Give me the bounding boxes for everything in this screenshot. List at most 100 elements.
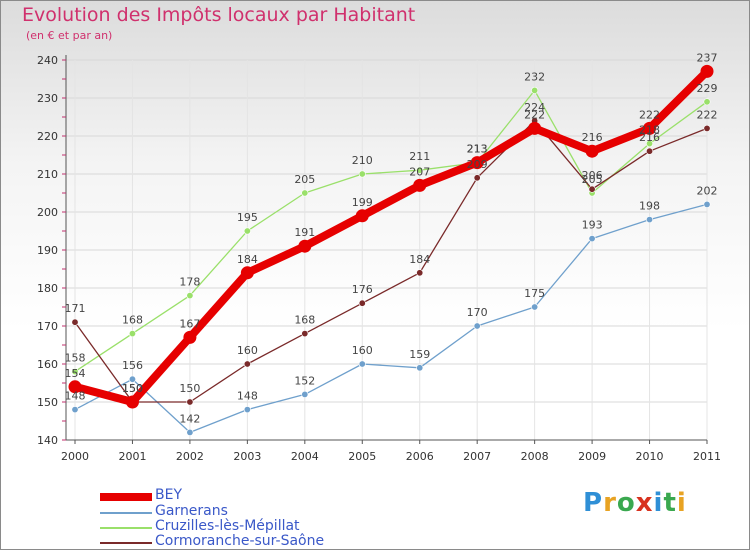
legend-label: Garnerans bbox=[155, 503, 228, 519]
data-point bbox=[355, 209, 369, 223]
data-label: 216 bbox=[639, 131, 660, 144]
data-point bbox=[646, 147, 654, 155]
data-point bbox=[243, 227, 251, 235]
data-point bbox=[700, 64, 714, 78]
data-label: 199 bbox=[352, 196, 373, 209]
data-point bbox=[68, 380, 82, 394]
data-point bbox=[240, 266, 254, 280]
data-point bbox=[416, 364, 424, 372]
data-label: 175 bbox=[524, 287, 545, 300]
x-tick-label: 2000 bbox=[61, 450, 89, 463]
data-label: 209 bbox=[467, 158, 488, 171]
data-label: 156 bbox=[122, 359, 143, 372]
y-tick-label: 200 bbox=[37, 206, 58, 219]
data-label: 210 bbox=[352, 154, 373, 167]
x-tick-label: 2003 bbox=[233, 450, 261, 463]
data-point bbox=[71, 368, 79, 376]
data-point bbox=[243, 406, 251, 414]
data-point bbox=[358, 360, 366, 368]
data-point bbox=[416, 269, 424, 277]
data-point bbox=[585, 144, 599, 158]
legend-swatch bbox=[100, 493, 152, 501]
data-point bbox=[416, 166, 424, 174]
x-tick-label: 2006 bbox=[406, 450, 434, 463]
data-label: 168 bbox=[122, 314, 143, 327]
y-tick-label: 140 bbox=[37, 434, 58, 447]
data-point bbox=[186, 292, 194, 300]
data-label: 170 bbox=[467, 306, 488, 319]
data-point bbox=[243, 360, 251, 368]
data-point bbox=[643, 121, 657, 135]
data-label: 142 bbox=[179, 412, 200, 425]
data-label: 222 bbox=[697, 108, 718, 121]
x-tick-label: 2005 bbox=[348, 450, 376, 463]
data-point bbox=[301, 390, 309, 398]
x-tick-label: 2008 bbox=[521, 450, 549, 463]
data-label: 216 bbox=[582, 131, 603, 144]
data-label: 154 bbox=[65, 367, 86, 380]
x-tick-label: 2010 bbox=[636, 450, 664, 463]
y-tick-label: 240 bbox=[37, 54, 58, 67]
data-point bbox=[298, 239, 312, 253]
data-point bbox=[186, 398, 194, 406]
series-line-garnerans bbox=[74, 203, 708, 434]
x-tick-label: 2002 bbox=[176, 450, 204, 463]
chart-subtitle: (en € et par an) bbox=[26, 29, 113, 42]
data-point bbox=[358, 170, 366, 178]
data-label: 148 bbox=[237, 390, 258, 403]
legend-label: Cormoranche-sur-Saône bbox=[155, 533, 325, 549]
data-point bbox=[646, 216, 654, 224]
data-point bbox=[71, 318, 79, 326]
x-tick-label: 2004 bbox=[291, 450, 319, 463]
data-label: 218 bbox=[639, 124, 660, 137]
y-tick-label: 220 bbox=[37, 130, 58, 143]
data-label: 184 bbox=[237, 253, 258, 266]
data-point bbox=[646, 140, 654, 148]
data-point bbox=[703, 98, 711, 106]
data-point bbox=[473, 322, 481, 330]
data-label: 159 bbox=[409, 348, 430, 361]
data-label: 160 bbox=[352, 344, 373, 357]
data-label: 167 bbox=[179, 317, 200, 330]
data-label: 229 bbox=[697, 82, 718, 95]
data-point bbox=[470, 156, 484, 170]
series-line-cruzilles-l-s-m-pillat bbox=[74, 89, 708, 373]
proxiti-logo: Proxiti bbox=[583, 488, 687, 518]
data-label: 176 bbox=[352, 283, 373, 296]
data-point bbox=[703, 200, 711, 208]
data-point bbox=[528, 121, 542, 135]
data-label: 171 bbox=[65, 302, 86, 315]
x-tick-label: 2011 bbox=[693, 450, 721, 463]
data-point bbox=[358, 299, 366, 307]
data-point bbox=[186, 428, 194, 436]
data-label: 206 bbox=[582, 169, 603, 182]
data-point bbox=[125, 395, 139, 409]
y-tick-label: 150 bbox=[37, 396, 58, 409]
data-point bbox=[413, 178, 427, 192]
data-label: 195 bbox=[237, 211, 258, 224]
data-label: 168 bbox=[294, 314, 315, 327]
y-tick-label: 230 bbox=[37, 92, 58, 105]
legend-swatch bbox=[100, 542, 152, 544]
data-label: 211 bbox=[409, 150, 430, 163]
data-point bbox=[588, 235, 596, 243]
legend-swatch bbox=[100, 527, 152, 529]
y-tick-label: 160 bbox=[37, 358, 58, 371]
data-point bbox=[71, 406, 79, 414]
series-line-bey bbox=[73, 68, 710, 406]
data-label: 202 bbox=[697, 184, 718, 197]
data-point bbox=[588, 185, 596, 193]
data-label: 213 bbox=[467, 143, 488, 156]
series-line-cormoranche-sur-sa-ne bbox=[74, 120, 708, 403]
data-label: 224 bbox=[524, 101, 545, 114]
data-point bbox=[301, 189, 309, 197]
data-label: 207 bbox=[409, 165, 430, 178]
data-label: 184 bbox=[409, 253, 430, 266]
data-point bbox=[473, 174, 481, 182]
data-label: 205 bbox=[582, 173, 603, 186]
x-tick-label: 2009 bbox=[578, 450, 606, 463]
data-point bbox=[301, 330, 309, 338]
data-label: 232 bbox=[524, 70, 545, 83]
data-point bbox=[128, 375, 136, 383]
